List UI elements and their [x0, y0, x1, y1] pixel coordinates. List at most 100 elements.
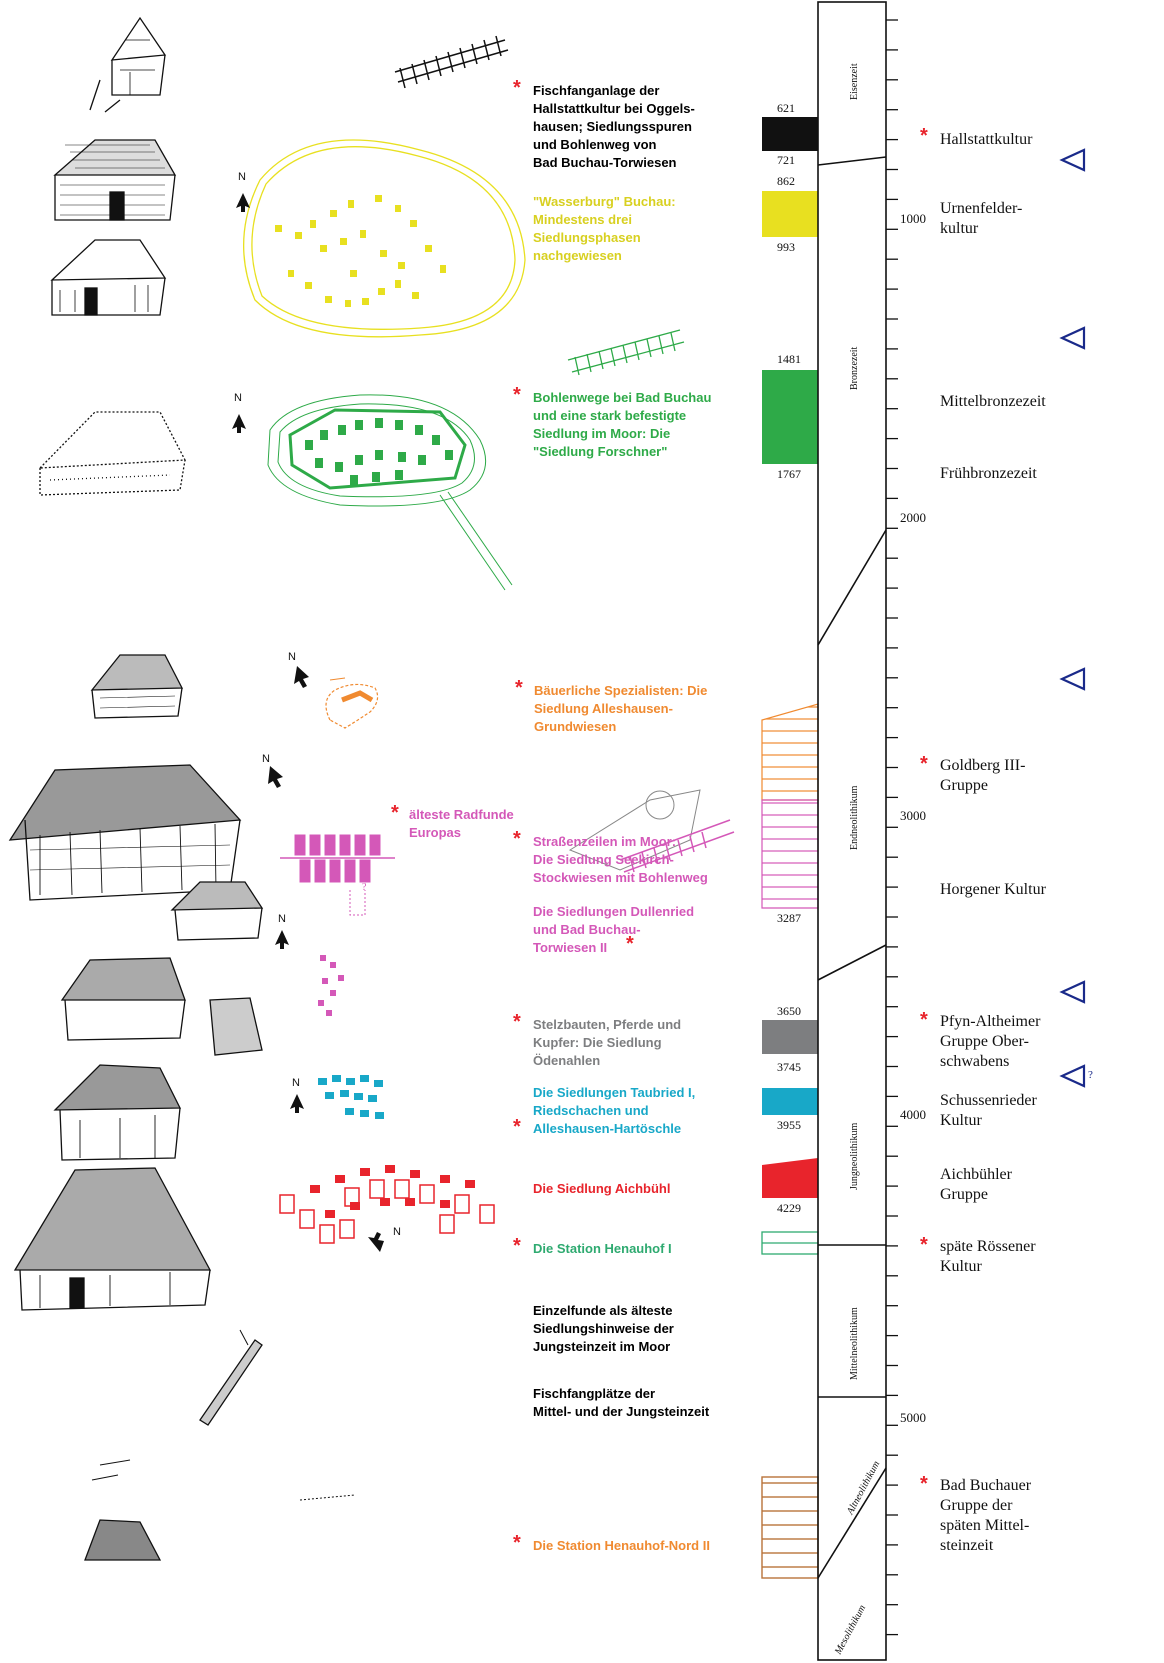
north-label: N — [234, 392, 242, 404]
bars — [761, 117, 819, 1579]
north-label: N — [278, 913, 286, 925]
triangle-marker-icon — [1059, 1064, 1086, 1088]
bar-taubried — [762, 1088, 818, 1115]
north-arrows — [232, 193, 384, 1252]
culture-bad-buchau: Bad Buchauer Gruppe der späten Mittel- s… — [940, 1477, 1032, 1554]
north-label: N — [288, 651, 296, 663]
star-icon: * — [515, 677, 523, 699]
star-icon: * — [513, 1532, 521, 1554]
house-sketch-4 — [38, 411, 187, 496]
canoe-sketch — [199, 1329, 263, 1426]
house-sketch-3 — [50, 239, 167, 316]
house-sketch-10 — [13, 1167, 212, 1311]
house-sketch-1 — [89, 16, 167, 113]
bar-magenta-hatched — [761, 799, 819, 909]
star-icon: * — [920, 1234, 928, 1256]
period-eisenzeit: Eisenzeit — [849, 63, 860, 100]
trackway-green — [567, 329, 685, 376]
north-label: N — [262, 753, 270, 765]
scale-label: 2000 — [900, 510, 926, 525]
culture-urnenfelder: Urnenfelder- kultur — [940, 200, 1023, 237]
period-jungneolithikum: Jungneolithikum — [849, 1123, 860, 1190]
culture-schussenried: Schussenrieder Kultur — [940, 1092, 1037, 1129]
plan-alleshausen — [325, 677, 379, 729]
north-arrow-icon — [232, 414, 246, 433]
star-icon: * — [513, 384, 521, 406]
bar-number: 3287 — [777, 911, 801, 925]
house-sketch-5 — [90, 654, 184, 719]
label-henauhof1: Die Station Henauhof I — [533, 1241, 672, 1256]
label-wasserburg: "Wasserburg" Buchau: Mindestens drei Sie… — [533, 194, 676, 263]
star-icon: * — [513, 828, 521, 850]
period-column — [817, 1, 887, 1661]
star-icon: * — [920, 125, 928, 147]
bar-aichbuehl — [762, 1158, 818, 1198]
scale-label: 4000 — [900, 1107, 926, 1122]
scale-tick-marks — [886, 19, 898, 1636]
label-einzelfunde: Einzelfunde als älteste Siedlungshinweis… — [533, 1303, 674, 1354]
culture-hallstatt: Hallstattkultur — [940, 131, 1033, 148]
label-taubried: Die Siedlungen Taubried I, Riedschachen … — [533, 1085, 696, 1136]
triangle-marker-icon — [1059, 326, 1086, 350]
house-sketch-7 — [170, 881, 264, 941]
rock-sketch — [84, 1459, 356, 1561]
question-mark: ? — [362, 882, 367, 893]
bar-number: 993 — [777, 240, 795, 254]
bar-number: 4229 — [777, 1201, 801, 1215]
period-bronzezeit: Bronzezeit — [849, 346, 860, 390]
label-dullenried: Die Siedlungen Dullenried und Bad Buchau… — [533, 904, 695, 955]
plan-dullenried — [318, 955, 344, 1016]
bar-number: 3955 — [777, 1118, 801, 1132]
north-label: N — [238, 171, 246, 183]
north-arrow-icon — [268, 766, 283, 788]
scale-label: 3000 — [900, 808, 926, 823]
culture-fruehbronzezeit: Frühbronzezeit — [940, 465, 1037, 482]
house-sketch-6 — [8, 764, 242, 901]
scale-label: 1000 — [900, 211, 926, 226]
question-mark: ? — [1088, 1069, 1093, 1081]
star-icon: * — [513, 1235, 521, 1257]
site-plans: N N N N N N N — [232, 35, 735, 1252]
blue-triangles — [1059, 148, 1086, 1088]
triangle-marker-icon — [1059, 148, 1086, 172]
label-forschner: Bohlenwege bei Bad Buchau und eine stark… — [533, 390, 712, 459]
star-icon: * — [920, 1009, 928, 1031]
label-radfunde: älteste Radfunde Europas — [409, 807, 514, 840]
label-hallstatt-fishing: Fischfanganlage der Hallstattkultur bei … — [533, 83, 695, 170]
north-arrow-icon — [294, 666, 309, 688]
period-altneolithikum: Altneolithikum — [844, 1459, 882, 1517]
bar-number: 3745 — [777, 1060, 801, 1074]
bar-forschner — [762, 370, 818, 464]
label-fischfangplaetze: Fischfangplätze der Mittel- und der Jung… — [533, 1386, 710, 1419]
label-henauhof-nord: Die Station Henauhof-Nord II — [533, 1538, 710, 1553]
scale-label: 5000 — [900, 1410, 926, 1425]
bar-hallstatt — [762, 117, 818, 151]
period-mesolithikum: Mesolithikum — [832, 1603, 868, 1657]
star-icon: * — [920, 753, 928, 775]
house-sketches — [8, 16, 356, 1561]
bar-henauhof-nord — [761, 1476, 819, 1579]
trackway-black — [394, 35, 509, 89]
star-icon: * — [391, 802, 399, 824]
house-sketch-2 — [53, 139, 177, 221]
house-sketch-9 — [53, 1064, 182, 1161]
star-icon: * — [920, 1473, 928, 1495]
bar-number: 1767 — [777, 467, 801, 481]
plan-forschner — [267, 394, 513, 591]
north-arrow-icon — [290, 1094, 304, 1113]
culture-aichbuehl: Aichbühler Gruppe — [940, 1166, 1012, 1203]
bar-oedenahlen — [762, 1020, 818, 1054]
north-label: N — [292, 1077, 300, 1089]
bar-number: 721 — [777, 153, 795, 167]
bar-number: 3650 — [777, 1004, 801, 1018]
triangle-marker-icon — [1059, 980, 1086, 1004]
label-alleshausen-grundwiesen: Bäuerliche Spezialisten: Die Siedlung Al… — [534, 683, 708, 734]
period-endneolithikum: Endneolithikum — [849, 785, 860, 850]
culture-horgener: Horgener Kultur — [940, 881, 1046, 898]
north-label: N — [393, 1226, 401, 1238]
culture-goldberg: Goldberg III- Gruppe — [940, 757, 1026, 794]
star-icon: * — [513, 1011, 521, 1033]
plan-aichbuehl — [279, 1165, 495, 1244]
period-names: Eisenzeit Bronzezeit Endneolithikum Jung… — [832, 63, 882, 1657]
star-icon: * — [513, 77, 521, 99]
